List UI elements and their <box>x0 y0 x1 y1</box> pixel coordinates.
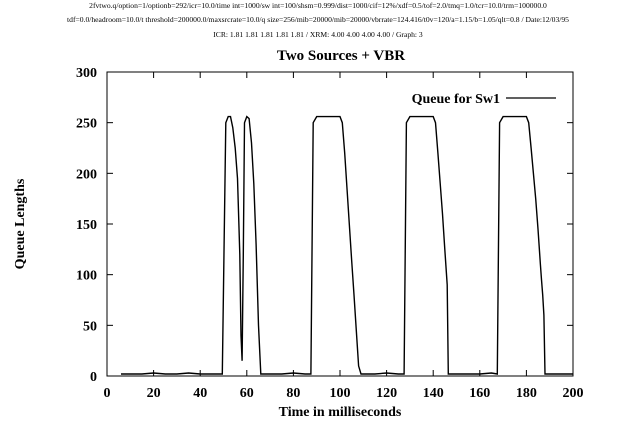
tick-labels: 0 20 40 60 80 100 120 140 160 180 200 0 50 100 150 200 2… <box>76 66 584 401</box>
y-tick-label: 100 <box>76 269 97 284</box>
x-tick-label: 120 <box>376 386 397 401</box>
x-tick-label: 80 <box>286 386 300 401</box>
header-line-1: 2fvtwo.q/option=1/optionb=292/icr=10.0/t… <box>89 1 547 10</box>
x-tick-label: 0 <box>104 386 111 401</box>
legend-label: Queue for Sw1 <box>412 92 500 107</box>
y-axis-label: Queue Lengths <box>13 178 28 269</box>
x-tick-label: 140 <box>423 386 444 401</box>
y-tick-label: 150 <box>76 218 97 233</box>
x-tick-label: 180 <box>516 386 537 401</box>
y-tick-label: 200 <box>76 167 97 182</box>
x-tick-label: 160 <box>469 386 490 401</box>
y-tick-label: 50 <box>83 319 97 334</box>
x-tick-label: 100 <box>330 386 351 401</box>
x-tick-label: 60 <box>240 386 254 401</box>
axis-ticks <box>106 71 574 377</box>
y-tick-label: 250 <box>76 117 97 132</box>
x-axis-label: Time in milliseconds <box>279 405 402 420</box>
y-tick-label: 300 <box>76 66 97 81</box>
y-tick-label: 0 <box>90 370 97 385</box>
series-line-queue-for-sw1 <box>121 115 573 375</box>
x-tick-label: 20 <box>147 386 161 401</box>
chart-title: Two Sources + VBR <box>277 48 405 64</box>
x-tick-label: 40 <box>193 386 207 401</box>
legend: Queue for Sw1 <box>412 92 556 107</box>
header-line-3: ICR: 1.81 1.81 1.81 1.81 1.81 / XRM: 4.0… <box>213 30 423 39</box>
x-tick-label: 200 <box>563 386 584 401</box>
header-line-2: tdf=0.0/headroom=10.0/t threshold=200000… <box>67 15 569 24</box>
